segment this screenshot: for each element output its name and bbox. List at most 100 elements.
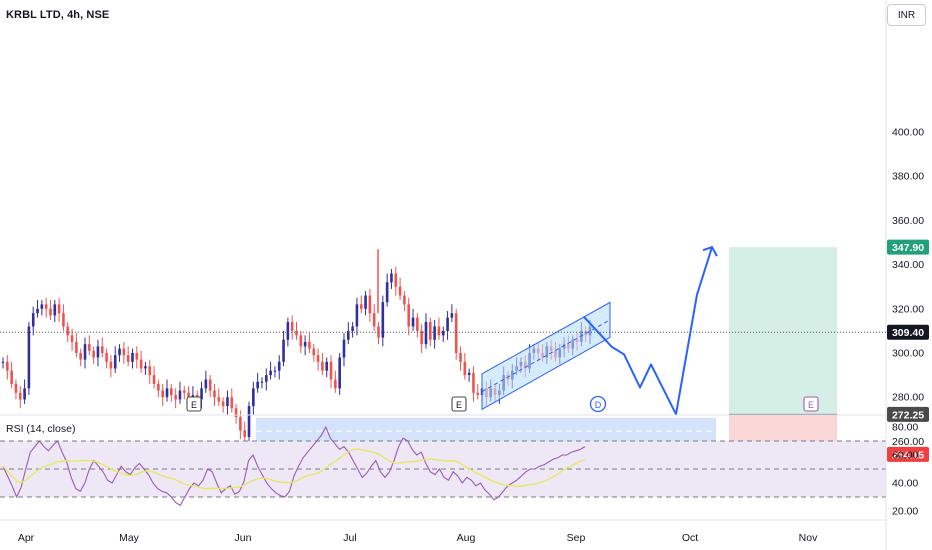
candle	[403, 291, 406, 312]
candle-body	[230, 397, 234, 409]
candle	[14, 379, 18, 400]
currency-button[interactable]: INR	[887, 4, 926, 26]
candle	[79, 348, 82, 367]
candle	[424, 313, 428, 349]
price-badge-label: 347.90	[892, 242, 924, 254]
candle-body	[239, 417, 242, 431]
rsi-legend-label[interactable]: RSI (14, close)	[6, 423, 76, 435]
candle	[282, 330, 285, 367]
candle-body	[437, 326, 441, 336]
candle-body	[170, 388, 173, 395]
candle	[243, 421, 247, 442]
candle	[217, 388, 221, 407]
candle	[264, 368, 268, 391]
candle-body	[213, 390, 216, 398]
candle-body	[40, 304, 44, 309]
event-marker-label: E	[191, 400, 197, 410]
candle	[394, 266, 398, 296]
candle-body	[398, 286, 402, 296]
candle-body	[105, 353, 108, 362]
candle-body	[88, 344, 91, 351]
candle-body	[79, 353, 82, 360]
candle-body	[139, 359, 143, 369]
event-marker-earnings[interactable]: E	[186, 396, 202, 412]
candle	[66, 322, 70, 342]
candle-body	[23, 388, 26, 400]
candle-body	[66, 326, 70, 336]
candle-body	[96, 346, 100, 358]
candle-body	[122, 348, 126, 356]
rsi-pane	[0, 425, 886, 507]
candle-body	[459, 353, 462, 362]
candle-body	[83, 344, 87, 360]
event-marker-upcoming[interactable]: E	[803, 396, 819, 412]
candle	[329, 355, 333, 389]
candle-body	[334, 379, 337, 389]
candle-body	[31, 313, 35, 327]
candle	[252, 381, 255, 415]
candle-body	[407, 304, 411, 327]
candle-body	[312, 348, 316, 356]
candle-body	[247, 406, 251, 437]
candle-body	[208, 379, 212, 391]
candle	[454, 308, 458, 360]
candle-body	[290, 322, 294, 331]
candle-body	[6, 361, 9, 371]
target-price-badge: 347.90	[887, 239, 929, 255]
candle-body	[126, 355, 130, 362]
candle-body	[446, 317, 449, 331]
candle-body	[359, 304, 363, 309]
candle-body	[368, 295, 372, 314]
candle	[18, 386, 22, 409]
candle	[182, 386, 186, 400]
time-tick-label: Aug	[457, 532, 476, 544]
time-tick-label: Sep	[567, 532, 586, 544]
dividend-marker-circle	[589, 395, 607, 413]
candle	[109, 355, 113, 378]
candle-body	[44, 304, 48, 309]
candle-body	[321, 361, 324, 371]
candle	[377, 322, 380, 345]
candle-body	[295, 330, 298, 336]
candle	[44, 297, 48, 318]
candle	[170, 383, 173, 402]
candle	[286, 317, 290, 347]
candle-body	[174, 394, 177, 400]
candle-body	[467, 372, 471, 376]
candle-body	[385, 282, 389, 303]
candle	[256, 372, 259, 393]
candle	[364, 291, 367, 316]
candle-body	[14, 383, 18, 393]
candle-body	[53, 304, 57, 316]
time-tick-label: Jul	[343, 532, 356, 544]
projection-drawings[interactable]	[481, 245, 718, 416]
candle	[381, 295, 385, 347]
candle	[113, 346, 117, 373]
candle	[27, 322, 31, 395]
candle	[126, 346, 130, 367]
candle-body	[70, 335, 74, 342]
candle	[334, 370, 337, 393]
event-marker-earnings[interactable]: E	[451, 396, 467, 412]
candle-body	[243, 430, 247, 437]
candle	[299, 330, 303, 353]
candle-body	[286, 322, 290, 340]
candle	[312, 344, 316, 362]
entry-price-badge: 272.25	[887, 406, 929, 422]
candle	[221, 397, 225, 413]
candle	[135, 346, 139, 369]
candle-body	[75, 341, 78, 353]
symbol-title[interactable]: KRBL LTD, 4h, NSE	[6, 9, 110, 21]
candle-body	[18, 392, 22, 400]
candle-body	[62, 313, 65, 327]
candle	[40, 299, 44, 316]
candle-body	[325, 361, 329, 371]
candle	[178, 381, 182, 404]
time-tick-label: Nov	[799, 532, 818, 544]
candle	[463, 353, 467, 380]
event-marker-dividend[interactable]: D	[589, 395, 607, 413]
candle	[92, 346, 95, 365]
candle-body	[113, 355, 117, 369]
